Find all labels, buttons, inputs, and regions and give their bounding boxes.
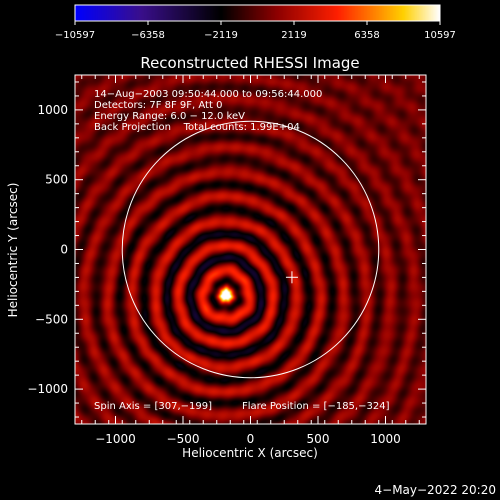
- colorbar-tick-label: −10597: [55, 30, 95, 41]
- annotation-flare-position: Flare Position = [−185,−324]: [242, 401, 390, 412]
- y-tick-label: 1000: [37, 103, 68, 117]
- x-tick-label: −500: [167, 432, 200, 446]
- y-tick-label: −1000: [27, 382, 68, 396]
- y-tick-label: −500: [35, 312, 68, 326]
- y-axis-label: Heliocentric Y (arcsec): [6, 183, 20, 318]
- colorbar-frame: [74, 4, 441, 22]
- annotation-time-range: 14−Aug−2003 09:50:44.000 to 09:56:44.000: [94, 89, 322, 100]
- x-tick-label: 0: [247, 432, 255, 446]
- annotation-detectors: Detectors: 7F 8F 9F, Att 0: [94, 100, 222, 111]
- annotation-method-counts: Back Projection Total counts: 1.99E+04: [94, 122, 300, 133]
- x-tick-label: 500: [307, 432, 330, 446]
- colorbar-tick-label: 6358: [354, 30, 379, 41]
- x-axis-label: Heliocentric X (arcsec): [182, 446, 318, 460]
- y-tick-label: 500: [45, 173, 68, 187]
- colorbar-ticks: −10597 −6358 −2119 2119 6358 10597: [55, 21, 456, 41]
- annotation-spin-axis: Spin Axis = [307,−199]: [94, 401, 212, 412]
- spin-axis-marker: [285, 271, 298, 284]
- footer-date: 4−May−2022 20:20: [375, 483, 497, 497]
- x-tick-label: 1000: [370, 432, 401, 446]
- chart-title: Reconstructed RHESSI Image: [140, 54, 359, 72]
- colorbar-tick-label: 10597: [424, 30, 456, 41]
- x-tick-label: −1000: [95, 432, 136, 446]
- colorbar-tick-label: −6358: [131, 30, 165, 41]
- axis-ticks: −1000 −500 0 500 1000 1000 500 0 −500 −1000: [27, 75, 426, 446]
- annotation-energy-range: Energy Range: 6.0 − 12.0 keV: [94, 111, 245, 122]
- colorbar-tick-label: 2119: [281, 30, 306, 41]
- colorbar-tick-label: −2119: [204, 30, 238, 41]
- colorbar-gradient: [75, 5, 440, 21]
- y-tick-label: 0: [60, 243, 68, 257]
- solar-limb-circle: [121, 120, 380, 379]
- heatmap-image: [75, 75, 426, 424]
